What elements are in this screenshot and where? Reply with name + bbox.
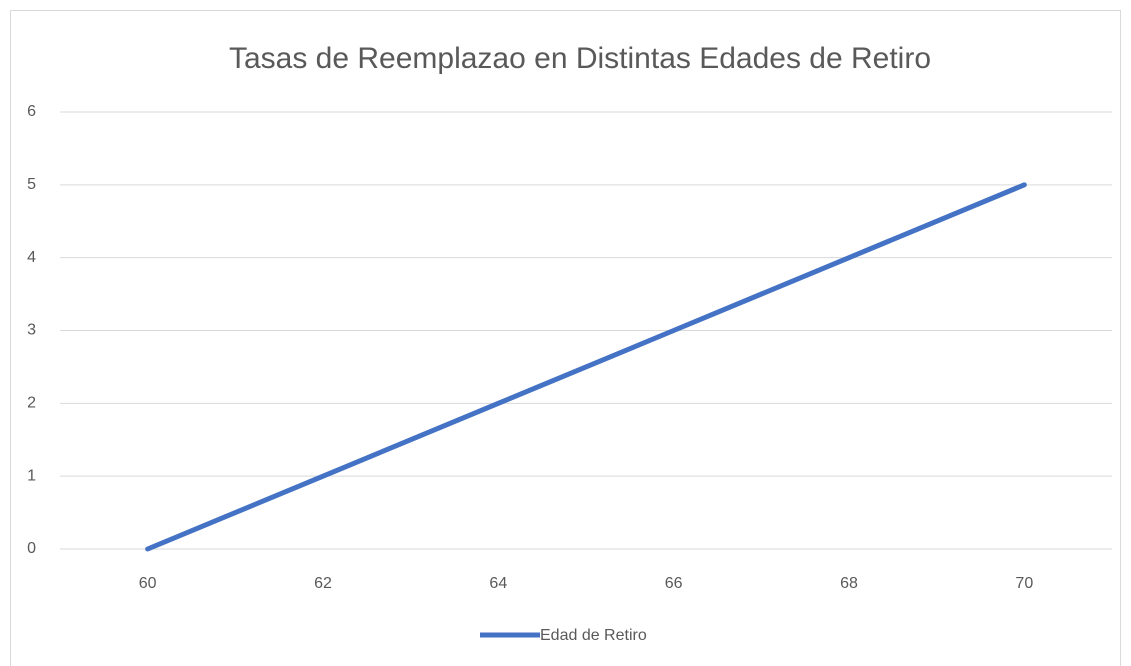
y-tick-label: 1	[27, 467, 36, 484]
x-tick-label: 60	[139, 575, 157, 592]
chart-border	[10, 10, 1121, 666]
x-tick-label: 64	[489, 575, 507, 592]
legend-label: Edad de Retiro	[540, 627, 647, 644]
x-tick-label: 62	[314, 575, 332, 592]
y-tick-label: 2	[27, 395, 36, 412]
chart-title: Tasas de Reemplazao en Distintas Edades …	[229, 42, 931, 75]
y-tick-label: 3	[27, 322, 36, 339]
y-tick-label: 5	[27, 176, 36, 193]
x-tick-label: 70	[1015, 575, 1033, 592]
y-tick-label: 4	[27, 249, 36, 266]
x-tick-label: 68	[840, 575, 858, 592]
x-tick-label: 66	[665, 575, 683, 592]
y-tick-label: 0	[27, 540, 36, 557]
line-series	[145, 182, 1027, 552]
y-tick-label: 6	[27, 103, 36, 120]
